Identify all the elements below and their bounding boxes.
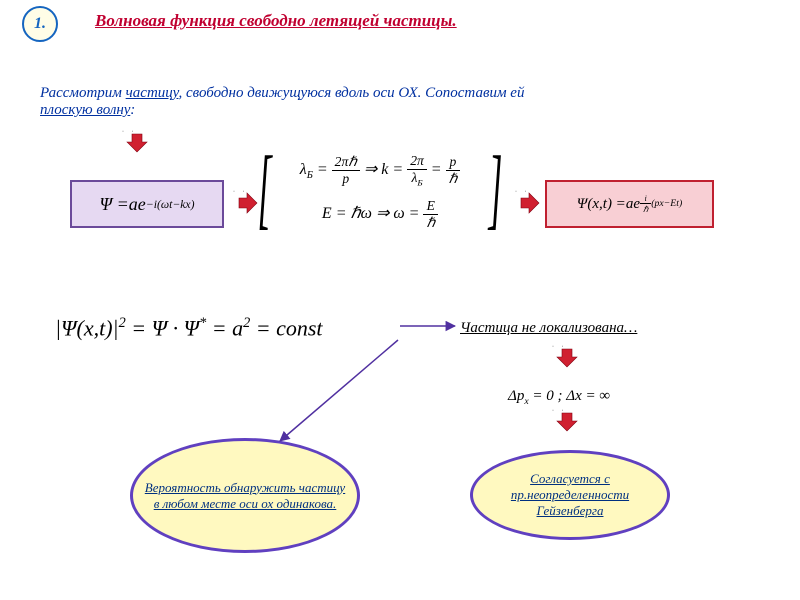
intro-u1: частицу <box>126 85 179 101</box>
arrow-dots: · · <box>122 129 137 135</box>
red-arrow-icon <box>520 192 540 214</box>
red-arrow-icon <box>126 133 148 153</box>
ellipse-heisenberg: Согласуется с пр.неопределенности Гейзен… <box>470 450 670 540</box>
equation-box-psi-wave: Ψ = ae−i(ωt−kx) <box>70 180 224 228</box>
delta-equation: Δpx = 0 ; Δx = ∞ <box>508 388 610 407</box>
slide-page: 1. Волновая функция свободно летящей час… <box>0 0 800 600</box>
arrow-dots: · · <box>515 189 530 195</box>
ellipse-probability-text: Вероятность обнаружить частицу в любом м… <box>141 480 349 512</box>
intro-pre: Рассмотрим <box>40 85 126 101</box>
slide-number-badge: 1. <box>22 6 58 42</box>
ellipse-heisenberg-inner: Согласуется с пр.неопределенности Гейзен… <box>470 450 670 540</box>
slide-title: Волновая функция свободно летящей частиц… <box>95 11 457 31</box>
arrow-dots: · · <box>552 344 567 350</box>
bracket-derivation: [ ] λБ = 2πℏp ⇒ k = 2πλБ = pℏ E = ℏω ⇒ ω… <box>265 153 495 263</box>
intro-u2: плоскую волну <box>40 102 130 118</box>
ellipse-probability-inner: Вероятность обнаружить частицу в любом м… <box>130 438 360 553</box>
intro-mid: , свободно движущуюся вдоль оси ОХ. Сопо… <box>179 85 525 101</box>
left-bracket: [ <box>258 137 272 240</box>
ellipse-heisenberg-text: Согласуется с пр.неопределенности Гейзен… <box>481 471 659 519</box>
probability-equation: |Ψ(x,t)|2 = Ψ · Ψ* = a2 = const <box>55 315 323 341</box>
bracket-line-1: λБ = 2πℏp ⇒ k = 2πλБ = pℏ <box>265 153 495 188</box>
intro-post: : <box>130 102 135 118</box>
ellipse-probability: Вероятность обнаружить частицу в любом м… <box>130 438 360 553</box>
arrow-dots: · · <box>552 408 567 414</box>
intro-text: Рассмотрим частицу, свободно движущуюся … <box>40 85 740 119</box>
equation-box-psi-xt: Ψ(x,t) = aeiℏ(px−Et) <box>545 180 714 228</box>
bracket-line-2: E = ℏω ⇒ ω = Eℏ <box>265 198 495 231</box>
red-arrow-icon <box>556 348 578 368</box>
right-bracket: ] <box>488 137 502 240</box>
red-arrow-icon <box>238 192 258 214</box>
red-arrow-icon <box>556 412 578 432</box>
arrow-dots: · · <box>233 189 248 195</box>
non-localized-text: Частица не локализована… <box>460 320 637 337</box>
slide-number: 1. <box>34 15 46 33</box>
